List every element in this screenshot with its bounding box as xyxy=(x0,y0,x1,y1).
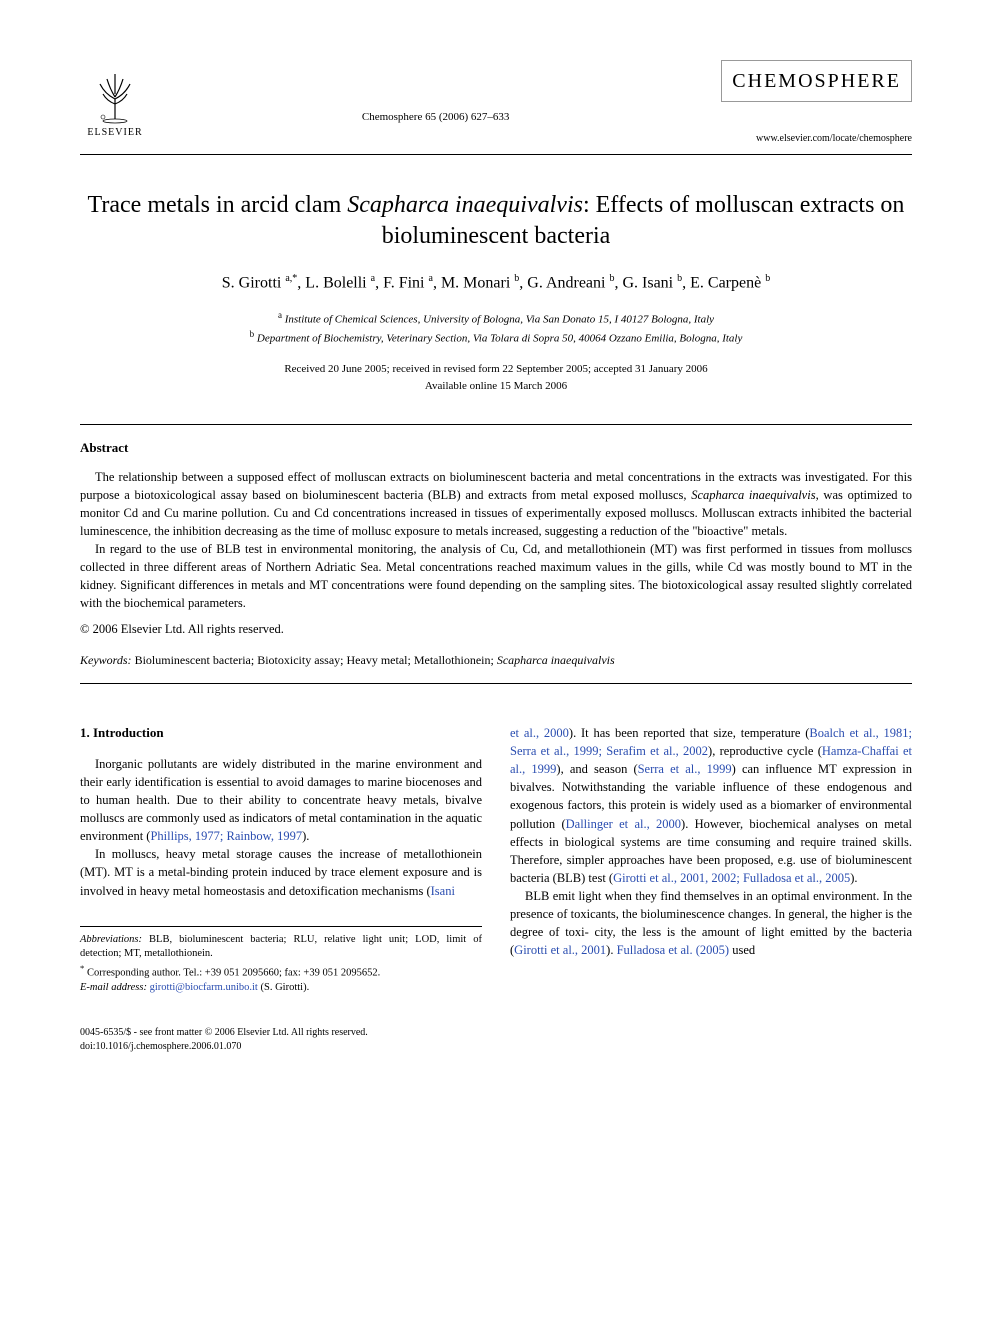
journal-logo-block: CHEMOSPHERE www.elsevier.com/locate/chem… xyxy=(721,60,912,146)
intro-p1-b: ). xyxy=(302,829,309,843)
affiliation-a-text: Institute of Chemical Sciences, Universi… xyxy=(285,314,714,326)
author-affil-marker: a xyxy=(371,273,375,284)
author-affil-marker: b xyxy=(514,273,519,284)
body-columns: 1. Introduction Inorganic pollutants are… xyxy=(80,724,912,996)
title-species: Scapharca inaequivalvis xyxy=(347,192,583,218)
author-name: G. Isani xyxy=(622,275,677,292)
c2-p1-c: ), and season ( xyxy=(556,762,637,776)
journal-header: ELSEVIER Chemosphere 65 (2006) 627–633 C… xyxy=(80,60,912,146)
article-title: Trace metals in arcid clam Scapharca ina… xyxy=(80,190,912,252)
footer-meta: 0045-6535/$ - see front matter © 2006 El… xyxy=(80,1026,912,1054)
author-affil-marker: b xyxy=(609,273,614,284)
ref-girotti-2001[interactable]: Girotti et al., 2001 xyxy=(514,943,606,957)
ref-serra[interactable]: Serra et al., 1999 xyxy=(638,762,732,776)
ref-phillips-rainbow[interactable]: Phillips, 1977; Rainbow, 1997 xyxy=(150,829,302,843)
email-suffix: (S. Girotti). xyxy=(258,982,309,993)
column-left: 1. Introduction Inorganic pollutants are… xyxy=(80,724,482,996)
section-1-heading: 1. Introduction xyxy=(80,724,482,743)
c2-p2-b: ). xyxy=(606,943,616,957)
author-name: E. Carpenè xyxy=(690,275,765,292)
author-name: M. Monari xyxy=(441,275,514,292)
abstract-p2: In regard to the use of BLB test in envi… xyxy=(80,540,912,613)
footnote-corresponding: * Corresponding author. Tel.: +39 051 20… xyxy=(80,962,482,981)
column-right: et al., 2000). It has been reported that… xyxy=(510,724,912,996)
author-name: S. Girotti xyxy=(222,275,286,292)
corresponding-email[interactable]: girotti@biocfarm.unibo.it xyxy=(150,982,258,993)
c2-p1-f: ). xyxy=(850,871,857,885)
available-date: Available online 15 March 2006 xyxy=(80,378,912,395)
abstract-copyright: © 2006 Elsevier Ltd. All rights reserved… xyxy=(80,621,912,639)
journal-citation: Chemosphere 65 (2006) 627–633 xyxy=(150,60,721,125)
c2-p1-a: ). It has been reported that size, tempe… xyxy=(569,726,809,740)
affiliation-b: b Department of Biochemistry, Veterinary… xyxy=(80,328,912,347)
c2-p2-c: used xyxy=(729,943,755,957)
header-rule xyxy=(80,154,912,155)
intro-p3: BLB emit light when they find themselves… xyxy=(510,887,912,960)
received-date: Received 20 June 2005; received in revis… xyxy=(80,361,912,378)
intro-p1: Inorganic pollutants are widely distribu… xyxy=(80,755,482,846)
keywords-label: Keywords: xyxy=(80,653,132,667)
title-pre: Trace metals in arcid clam xyxy=(88,192,348,218)
intro-p2-a: In molluscs, heavy metal storage causes … xyxy=(80,847,482,897)
keywords-line: Keywords: Bioluminescent bacteria; Bioto… xyxy=(80,652,912,669)
email-label: E-mail address: xyxy=(80,982,147,993)
abstract-heading: Abstract xyxy=(80,439,912,457)
keywords-species: Scapharca inaequivalvis xyxy=(497,653,615,667)
affiliation-b-text: Department of Biochemistry, Veterinary S… xyxy=(257,333,743,345)
intro-p2: In molluscs, heavy metal storage causes … xyxy=(80,845,482,899)
footnote-email: E-mail address: girotti@biocfarm.unibo.i… xyxy=(80,981,482,996)
keywords-text: Bioluminescent bacteria; Biotoxicity ass… xyxy=(132,653,497,667)
ref-dallinger[interactable]: Dallinger et al., 2000 xyxy=(566,817,681,831)
intro-p1-continued: et al., 2000). It has been reported that… xyxy=(510,724,912,887)
abbr-label: Abbreviations: xyxy=(80,934,142,945)
affiliation-a: a Institute of Chemical Sciences, Univer… xyxy=(80,309,912,328)
publisher-label: ELSEVIER xyxy=(87,126,142,140)
footer-issn-line: 0045-6535/$ - see front matter © 2006 El… xyxy=(80,1026,912,1040)
abstract-p1: The relationship between a supposed effe… xyxy=(80,468,912,541)
footnotes: Abbreviations: BLB, bioluminescent bacte… xyxy=(80,926,482,996)
author-name: L. Bolelli xyxy=(305,275,370,292)
ref-isani-cont[interactable]: et al., 2000 xyxy=(510,726,569,740)
author-affil-marker: a xyxy=(428,273,432,284)
author-name: F. Fini xyxy=(383,275,428,292)
c2-p1-b: ), reproductive cycle ( xyxy=(708,744,822,758)
affiliations: a Institute of Chemical Sciences, Univer… xyxy=(80,309,912,347)
ref-fulladosa-2005[interactable]: Fulladosa et al. (2005) xyxy=(617,943,729,957)
author-name: G. Andreani xyxy=(527,275,609,292)
corr-text: Corresponding author. Tel.: +39 051 2095… xyxy=(84,968,380,979)
author-affil-marker: b xyxy=(677,273,682,284)
ref-girotti-fulladosa[interactable]: Girotti et al., 2001, 2002; Fulladosa et… xyxy=(613,871,850,885)
ref-isani[interactable]: Isani xyxy=(431,884,455,898)
journal-url: www.elsevier.com/locate/chemosphere xyxy=(721,132,912,146)
abstract-bottom-rule xyxy=(80,683,912,684)
author-affil-marker: b xyxy=(765,273,770,284)
article-dates: Received 20 June 2005; received in revis… xyxy=(80,361,912,394)
journal-name: CHEMOSPHERE xyxy=(721,60,912,102)
abstract-top-rule xyxy=(80,424,912,425)
authors-line: S. Girotti a,*, L. Bolelli a, F. Fini a,… xyxy=(80,272,912,295)
abstract-body: The relationship between a supposed effe… xyxy=(80,468,912,613)
elsevier-tree-icon xyxy=(85,69,145,124)
footer-doi-line: doi:10.1016/j.chemosphere.2006.01.070 xyxy=(80,1040,912,1054)
publisher-logo: ELSEVIER xyxy=(80,60,150,140)
footnote-abbreviations: Abbreviations: BLB, bioluminescent bacte… xyxy=(80,933,482,962)
abstract-p1-species: Scapharca inaequivalvis xyxy=(691,488,815,502)
author-affil-marker: a,* xyxy=(285,273,297,284)
